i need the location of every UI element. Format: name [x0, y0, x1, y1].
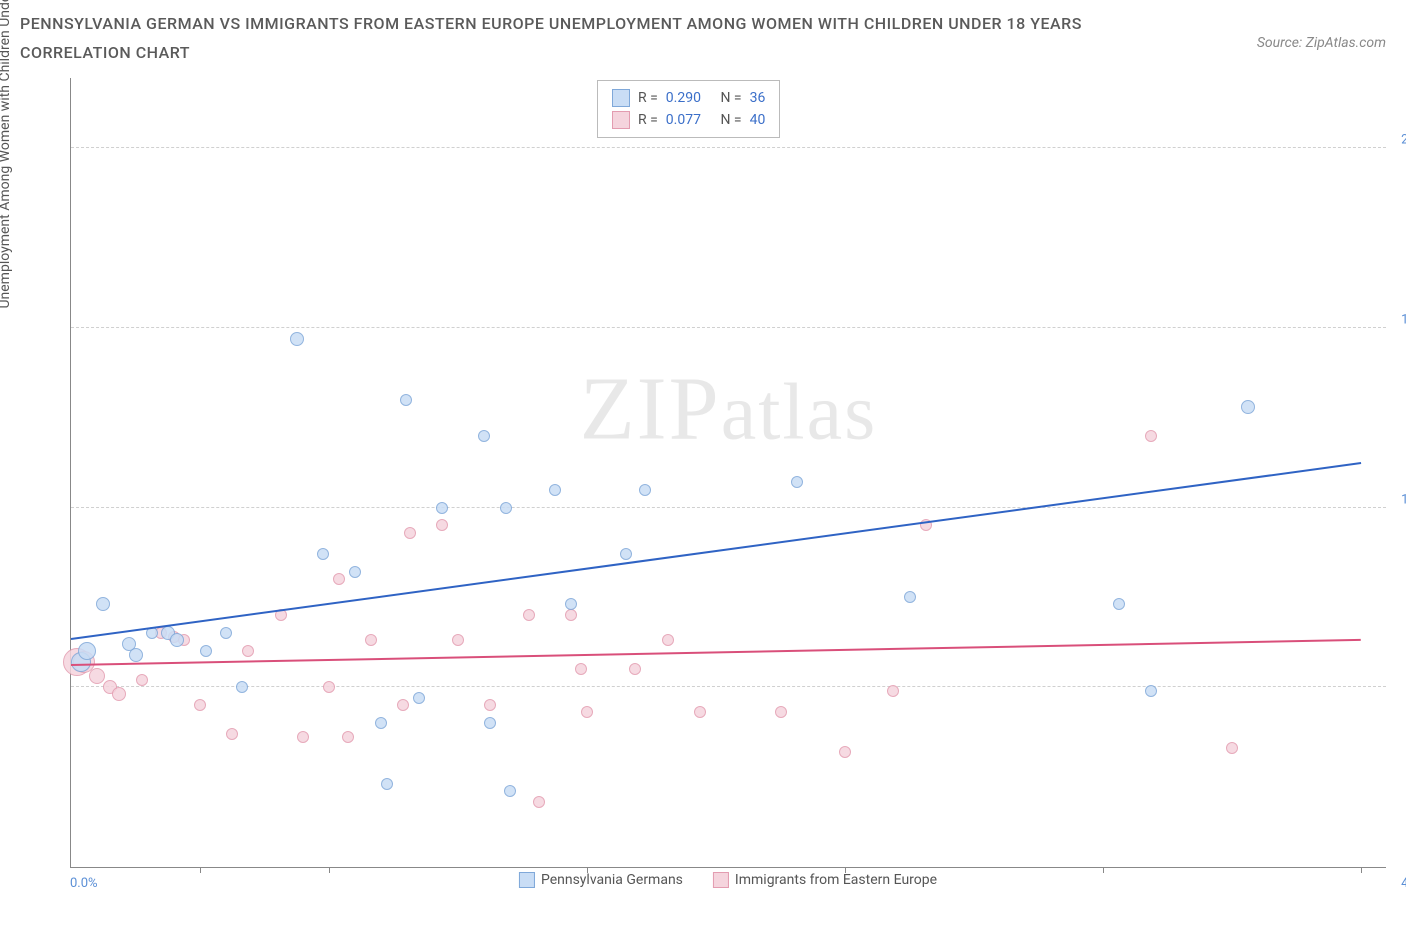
legend-label-blue: Pennsylvania Germans	[541, 872, 683, 888]
plot-area: ZIPatlas R = 0.290 N = 36 R = 0.077 N = …	[70, 78, 1386, 868]
data-point	[504, 785, 516, 797]
data-point	[1241, 400, 1255, 414]
data-point	[226, 728, 238, 740]
data-point	[575, 663, 587, 675]
stat-n-pink: 40	[750, 109, 766, 131]
data-point	[365, 634, 377, 646]
data-point	[242, 645, 254, 657]
gridline	[71, 686, 1386, 687]
data-point	[791, 476, 803, 488]
data-point	[404, 527, 416, 539]
data-point	[96, 597, 110, 611]
stats-row-blue: R = 0.290 N = 36	[612, 87, 765, 109]
gridline	[71, 507, 1386, 508]
x-axis-end: 40.0%	[1401, 876, 1406, 891]
data-point	[452, 634, 464, 646]
data-point	[484, 699, 496, 711]
stat-r-label: R =	[638, 87, 658, 109]
data-point	[620, 548, 632, 560]
stat-n-blue: 36	[750, 87, 766, 109]
data-point	[904, 591, 916, 603]
data-point	[200, 645, 212, 657]
data-point	[297, 731, 309, 743]
data-point	[112, 687, 126, 701]
data-point	[523, 609, 535, 621]
data-point	[533, 796, 545, 808]
data-point	[413, 692, 425, 704]
stat-n-label: N =	[720, 87, 741, 109]
data-point	[333, 573, 345, 585]
y-tick-label: 20.0%	[1401, 133, 1406, 148]
data-point	[129, 648, 143, 662]
data-point	[581, 706, 593, 718]
data-point	[220, 627, 232, 639]
data-point	[236, 681, 248, 693]
y-tick-label: 15.0%	[1401, 312, 1406, 327]
data-point	[436, 502, 448, 514]
y-axis-label: Unemployment Among Women with Children U…	[0, 0, 13, 308]
bottom-legend: Pennsylvania Germans Immigrants from Eas…	[519, 872, 937, 888]
swatch-pink-icon	[713, 872, 729, 888]
data-point	[639, 484, 651, 496]
x-axis: 0.0% Pennsylvania Germans Immigrants fro…	[70, 868, 1386, 898]
data-point	[170, 633, 184, 647]
data-point	[839, 746, 851, 758]
data-point	[397, 699, 409, 711]
data-point	[549, 484, 561, 496]
data-point	[662, 634, 674, 646]
stats-legend-box: R = 0.290 N = 36 R = 0.077 N = 40	[597, 80, 780, 139]
data-point	[317, 548, 329, 560]
data-point	[694, 706, 706, 718]
data-point	[349, 566, 361, 578]
data-point	[887, 685, 899, 697]
gridline	[71, 147, 1386, 148]
gridline	[71, 327, 1386, 328]
data-point	[194, 699, 206, 711]
data-point	[1226, 742, 1238, 754]
data-point	[629, 663, 641, 675]
data-point	[1113, 598, 1125, 610]
watermark: ZIPatlas	[580, 357, 878, 460]
data-point	[565, 609, 577, 621]
data-point	[342, 731, 354, 743]
legend-label-pink: Immigrants from Eastern Europe	[735, 872, 937, 888]
trend-line	[71, 462, 1361, 640]
data-point	[500, 502, 512, 514]
data-point	[1145, 685, 1157, 697]
stats-row-pink: R = 0.077 N = 40	[612, 109, 765, 131]
chart-title: PENNSYLVANIA GERMAN VS IMMIGRANTS FROM E…	[20, 10, 1120, 68]
data-point	[400, 394, 412, 406]
swatch-pink-icon	[612, 111, 630, 129]
data-point	[484, 717, 496, 729]
y-tick-label: 10.0%	[1401, 492, 1406, 507]
legend-item-blue: Pennsylvania Germans	[519, 872, 683, 888]
data-point	[375, 717, 387, 729]
data-point	[381, 778, 393, 790]
chart-container: Unemployment Among Women with Children U…	[20, 78, 1386, 898]
stat-n-label: N =	[720, 109, 741, 131]
data-point	[1145, 430, 1157, 442]
stat-r-pink: 0.077	[666, 109, 701, 131]
trend-line	[71, 638, 1361, 665]
data-point	[323, 681, 335, 693]
stat-r-blue: 0.290	[666, 87, 701, 109]
data-point	[478, 430, 490, 442]
data-point	[436, 519, 448, 531]
x-axis-start: 0.0%	[70, 876, 98, 891]
swatch-blue-icon	[519, 872, 535, 888]
swatch-blue-icon	[612, 89, 630, 107]
chart-source: Source: ZipAtlas.com	[1257, 35, 1386, 51]
data-point	[775, 706, 787, 718]
data-point	[78, 642, 96, 660]
legend-item-pink: Immigrants from Eastern Europe	[713, 872, 937, 888]
data-point	[89, 668, 105, 684]
data-point	[290, 332, 304, 346]
data-point	[565, 598, 577, 610]
data-point	[136, 674, 148, 686]
stat-r-label: R =	[638, 109, 658, 131]
